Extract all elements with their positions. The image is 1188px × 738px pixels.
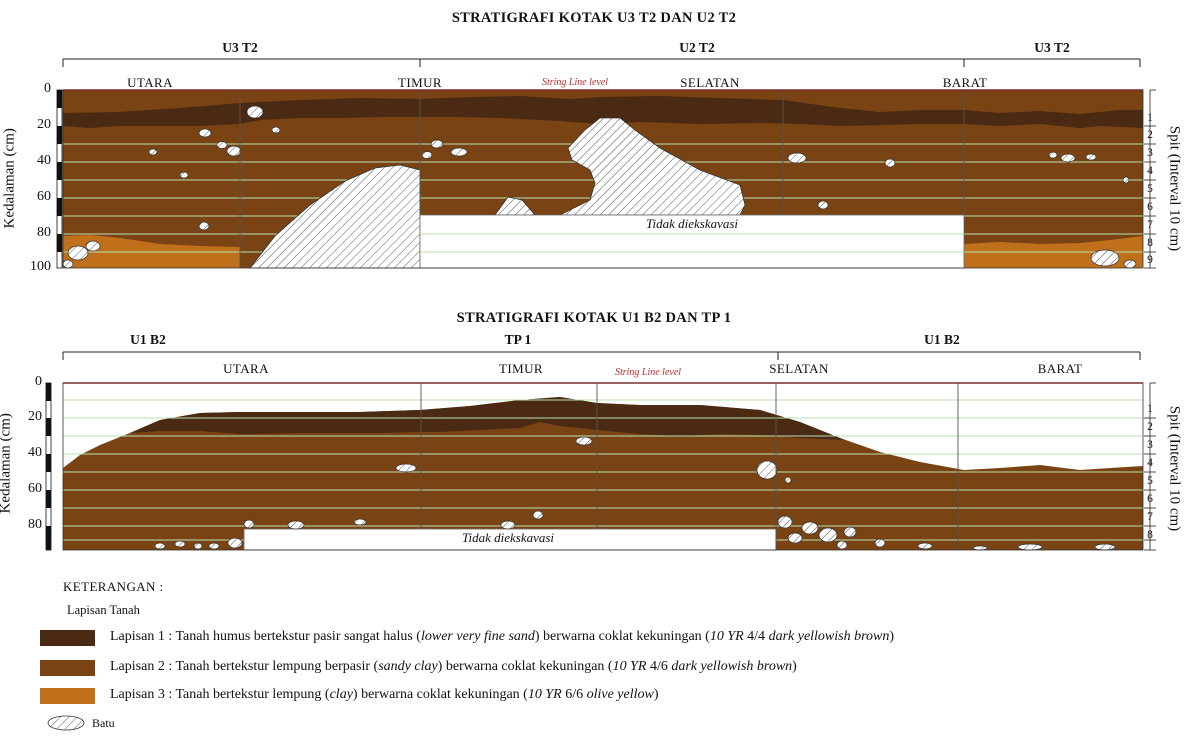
d2-tick-60: 60 [28, 481, 42, 496]
d1-spit-label: Spit (Interval 10 cm) [1166, 125, 1183, 252]
diagram2-bracket [62, 351, 1141, 360]
d1-side-barat: BARAT [942, 75, 988, 90]
d1-spit-2: 2 [1147, 129, 1153, 141]
d2-tick-40: 40 [28, 445, 42, 460]
rock-swatch-icon [47, 715, 85, 731]
d2-tick-80: 80 [28, 517, 42, 532]
d1-spit-3: 3 [1147, 147, 1153, 159]
d1-spit-6: 6 [1147, 201, 1153, 213]
d2-side-barat: BARAT [1037, 361, 1083, 376]
d2-side-timur: TIMUR [499, 361, 543, 376]
diagram2-title: STRATIGRAFI KOTAK U1 B2 DAN TP 1 [456, 310, 732, 326]
d1-tick-60: 60 [37, 189, 51, 204]
d2-tick-20: 20 [28, 409, 42, 424]
d2-section-tp1: TP 1 [504, 332, 532, 347]
d1-spit-1: 1 [1147, 112, 1153, 124]
d1-string-line-label: String Line level [541, 77, 609, 88]
legend-rock-label: Batu [92, 716, 115, 730]
legend-layer1-swatch [40, 630, 95, 646]
d2-spit-2: 2 [1147, 421, 1153, 433]
legend-layer2-swatch [40, 660, 95, 676]
d2-spit-5: 5 [1147, 475, 1153, 487]
d2-section-u1b2-left: U1 B2 [130, 332, 166, 347]
d2-unexcavated-label: Tidak diekskavasi [461, 530, 555, 545]
d1-tick-100: 100 [30, 259, 51, 274]
d2-spit-label: Spit (Interval 10 cm) [1166, 405, 1183, 532]
legend-subheading: Lapisan Tanah [67, 603, 140, 617]
d2-spit-8: 8 [1147, 529, 1153, 541]
d1-tick-20: 20 [37, 117, 51, 132]
d1-side-utara: UTARA [127, 75, 173, 90]
d2-y-axis-label: Kedalaman (cm) [0, 413, 14, 514]
d2-spit-4: 4 [1147, 457, 1153, 469]
d1-tick-80: 80 [37, 225, 51, 240]
d1-spit-8: 8 [1147, 237, 1153, 249]
d2-spit-1: 1 [1147, 403, 1153, 415]
d1-side-selatan: SELATAN [680, 75, 740, 90]
d1-y-axis-label: Kedalaman (cm) [1, 128, 18, 229]
d2-spit-7: 7 [1147, 511, 1153, 523]
d1-tick-40: 40 [37, 153, 51, 168]
d2-tick-0: 0 [35, 374, 42, 389]
d1-spit-7: 7 [1147, 219, 1153, 231]
diagram1-title: STRATIGRAFI KOTAK U3 T2 DAN U2 T2 [451, 10, 737, 26]
d1-section-u3t2-right: U3 T2 [1034, 40, 1070, 55]
d2-side-selatan: SELATAN [769, 361, 829, 376]
d2-spit-6: 6 [1147, 493, 1153, 505]
legend-layer3-swatch [40, 688, 95, 704]
d1-section-u2t2: U2 T2 [679, 40, 715, 55]
legend-layer2-text: Lapisan 2 : Tanah bertekstur lempung ber… [110, 659, 797, 674]
d2-section-u1b2-right: U1 B2 [924, 332, 960, 347]
legend-layer3-text: Lapisan 3 : Tanah bertekstur lempung (cl… [110, 687, 659, 702]
d1-spit-5: 5 [1147, 183, 1153, 195]
diagram2-profile [45, 382, 1156, 551]
d1-spit-4: 4 [1147, 165, 1153, 177]
d1-unexcavated-label: Tidak diekskavasi [645, 216, 739, 231]
legend-layer1-text: Lapisan 1 : Tanah humus bertekstur pasir… [110, 629, 895, 644]
diagram1-profile [56, 89, 1156, 269]
diagram1-bracket [62, 58, 1141, 67]
d1-side-timur: TIMUR [398, 75, 442, 90]
d2-side-utara: UTARA [223, 361, 269, 376]
d1-spit-9: 9 [1147, 254, 1153, 266]
d1-tick-0: 0 [44, 81, 51, 96]
legend-heading: KETERANGAN : [63, 579, 164, 594]
d2-spit-3: 3 [1147, 439, 1153, 451]
d2-string-line-label: String Line level [614, 367, 682, 378]
d1-section-u3t2-left: U3 T2 [222, 40, 258, 55]
